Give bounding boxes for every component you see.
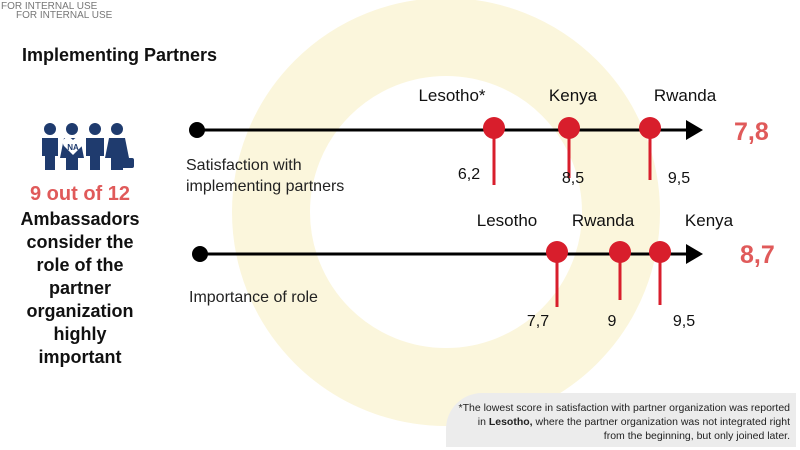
row-label-satisfaction: Satisfaction with implementing partners	[186, 155, 344, 197]
row-label-importance: Importance of role	[189, 287, 318, 308]
stat-description-line: Ambassadors	[20, 209, 140, 229]
stat-description-line: consider the	[26, 232, 134, 252]
people-group-icon: NA	[42, 123, 134, 170]
page-title: Implementing Partners	[22, 45, 218, 65]
average-importance: 8,7	[740, 241, 775, 269]
value-label-lesotho: 6,2	[457, 166, 481, 183]
stat-description-line: partner	[48, 278, 111, 298]
country-label-kenya: Kenya	[548, 86, 598, 105]
row-label-line: implementing partners	[186, 178, 345, 195]
marker-dot-lesotho	[546, 241, 568, 263]
stat-count: 9 out of 12	[29, 183, 130, 205]
marker-dot-kenya	[649, 241, 671, 263]
country-label-lesotho: Lesotho	[476, 211, 538, 230]
row-label-line: Importance of role	[189, 289, 318, 306]
stat-description-line: highly	[53, 324, 107, 344]
footnote: *The lowest score in satisfaction with p…	[446, 393, 796, 447]
marker-dot-rwanda	[639, 117, 661, 139]
timeline-importance	[192, 241, 703, 307]
stat-description-line: organization	[26, 301, 134, 321]
footnote-highlight: Lesotho,	[488, 416, 533, 428]
row-label-line: Satisfaction with	[186, 157, 302, 174]
country-label-rwanda: Rwanda	[571, 211, 635, 230]
stat-description-line: role of the	[36, 255, 124, 275]
value-label-lesotho: 7,7	[526, 313, 550, 330]
timeline-start-dot	[192, 246, 208, 262]
timeline-arrow	[686, 244, 703, 264]
average-satisfaction: 7,8	[734, 118, 769, 146]
marker-dot-rwanda	[609, 241, 631, 263]
value-label-kenya: 9,5	[672, 313, 696, 330]
icon-badge-text: NA	[67, 143, 79, 152]
footnote-text: *The lowest score in satisfaction with p…	[458, 402, 791, 428]
timeline-satisfaction	[189, 117, 703, 185]
marker-dot-lesotho	[483, 117, 505, 139]
timeline-start-dot	[189, 122, 205, 138]
footnote-text-rest: where the partner organization was not i…	[532, 416, 791, 442]
value-label-kenya: 8,5	[561, 170, 585, 187]
internal-use-watermark-secondary: FOR INTERNAL USE	[16, 10, 113, 21]
country-label-lesotho: Lesotho*	[418, 86, 486, 105]
country-label-kenya: Kenya	[684, 211, 734, 230]
internal-use-watermark: FOR INTERNAL USE	[1, 1, 98, 12]
stat-description: Ambassadors consider the role of the par…	[0, 208, 160, 369]
value-label-rwanda: 9	[607, 313, 617, 330]
value-label-rwanda: 9,5	[667, 170, 691, 187]
stat-description-line: important	[38, 347, 122, 367]
country-label-rwanda: Rwanda	[653, 86, 717, 105]
marker-dot-kenya	[558, 117, 580, 139]
timeline-arrow	[686, 120, 703, 140]
